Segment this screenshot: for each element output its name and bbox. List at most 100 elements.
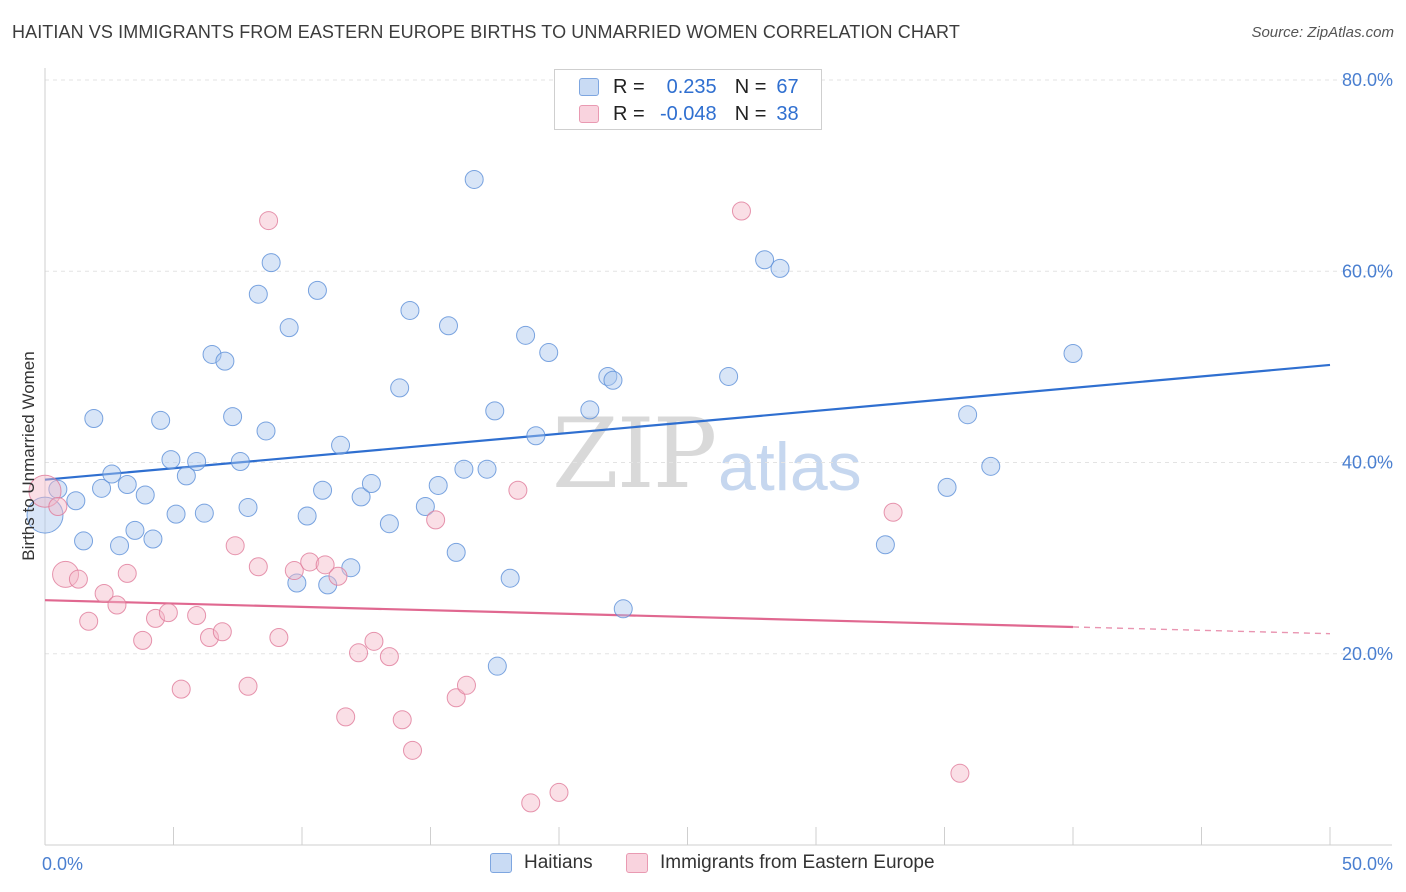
- data-point: [230, 452, 250, 472]
- data-point: [259, 211, 279, 231]
- data-point: [133, 630, 153, 650]
- data-point: [719, 366, 739, 386]
- data-point: [194, 503, 214, 523]
- data-point: [284, 561, 304, 581]
- data-point: [269, 627, 289, 647]
- correlation-legend: R = 0.235 N = 67 R = -0.048 N = 38: [554, 69, 822, 130]
- data-point: [1063, 343, 1083, 363]
- data-point: [307, 280, 327, 300]
- legend-r-label: R =: [613, 75, 645, 98]
- data-point: [613, 599, 633, 619]
- data-point: [981, 456, 1001, 476]
- legend-r-value: -0.048: [659, 102, 717, 125]
- data-point: [125, 520, 145, 540]
- data-point: [331, 435, 351, 455]
- data-point: [426, 510, 446, 530]
- data-point: [598, 366, 618, 386]
- data-point: [248, 284, 268, 304]
- data-point: [151, 410, 171, 430]
- data-point: [379, 647, 399, 667]
- data-point: [117, 563, 137, 583]
- data-point: [92, 478, 112, 498]
- data-point: [336, 707, 356, 727]
- data-point: [485, 401, 505, 421]
- legend-swatch-eastern-europe: [579, 105, 599, 123]
- data-point: [883, 502, 903, 522]
- data-point: [328, 566, 348, 586]
- data-point: [456, 675, 476, 695]
- data-point: [176, 466, 196, 486]
- data-point: [464, 169, 484, 189]
- data-point: [102, 464, 122, 484]
- data-point: [438, 316, 458, 336]
- series-legend-haitians: Haitians: [490, 852, 593, 874]
- axis-labels: 20.0% 40.0% 60.0% 80.0% 0.0% 50.0% Births to U…: [19, 70, 1393, 874]
- grid-lines: [45, 79, 1392, 655]
- data-point: [238, 497, 258, 517]
- legend-n-value: 38: [776, 102, 799, 125]
- legend-row-eastern-europe: R = -0.048 N = 38: [579, 102, 799, 126]
- data-point: [187, 452, 207, 472]
- data-point: [199, 627, 219, 647]
- data-point: [171, 679, 191, 699]
- data-point: [361, 474, 381, 494]
- data-point: [297, 506, 317, 526]
- data-point: [84, 409, 104, 429]
- data-point: [313, 480, 333, 500]
- series-label-haitians: Haitians: [524, 852, 593, 873]
- legend-n-value: 67: [776, 75, 799, 98]
- data-point: [351, 487, 371, 507]
- data-point: [446, 542, 466, 562]
- data-point: [487, 656, 507, 676]
- legend-r-label: R =: [613, 102, 645, 125]
- y-tick-label: 20.0%: [1342, 644, 1393, 664]
- data-point: [135, 485, 155, 505]
- data-point: [403, 740, 423, 760]
- legend-row-haitians: R = 0.235 N = 67: [579, 75, 799, 99]
- legend-r-value: 0.235: [666, 75, 717, 98]
- data-point: [248, 557, 268, 577]
- data-point: [755, 250, 775, 270]
- data-point: [454, 459, 474, 479]
- data-point: [215, 351, 235, 371]
- data-point: [428, 475, 448, 495]
- data-point: [48, 479, 68, 499]
- data-point: [770, 258, 790, 278]
- data-point: [500, 568, 520, 588]
- data-point: [158, 603, 178, 623]
- series-haitians-points: [26, 169, 1083, 676]
- chart-title: HAITIAN VS IMMIGRANTS FROM EASTERN EUROP…: [12, 22, 960, 42]
- data-point: [94, 584, 114, 604]
- x-tick-label: 0.0%: [42, 854, 83, 874]
- data-point: [287, 573, 307, 593]
- trend-line-eastern-europe: [44, 599, 1074, 629]
- data-point: [107, 595, 127, 615]
- y-axis-title: Births to Unmarried Women: [19, 351, 38, 560]
- y-tick-label: 80.0%: [1342, 70, 1393, 90]
- data-point: [508, 480, 528, 500]
- data-point: [950, 763, 970, 783]
- data-point: [315, 555, 335, 575]
- data-point: [68, 569, 88, 589]
- data-point: [261, 253, 281, 273]
- data-point: [300, 552, 320, 572]
- data-point: [364, 631, 384, 651]
- trend-line-haitians: [44, 363, 1331, 481]
- data-point: [539, 343, 559, 363]
- data-point: [379, 514, 399, 534]
- data-point: [580, 400, 600, 420]
- data-point: [279, 318, 299, 338]
- data-point: [415, 496, 435, 516]
- data-point: [66, 491, 86, 511]
- data-point: [516, 325, 536, 345]
- series-swatch-eastern-europe: [626, 853, 648, 873]
- data-point: [161, 450, 181, 470]
- y-tick-label: 40.0%: [1342, 453, 1393, 473]
- data-point: [225, 536, 245, 556]
- data-point: [875, 535, 895, 555]
- trend-line-extrapolated: [1072, 626, 1331, 635]
- data-point: [477, 459, 497, 479]
- data-point: [238, 676, 258, 696]
- data-point: [223, 407, 243, 427]
